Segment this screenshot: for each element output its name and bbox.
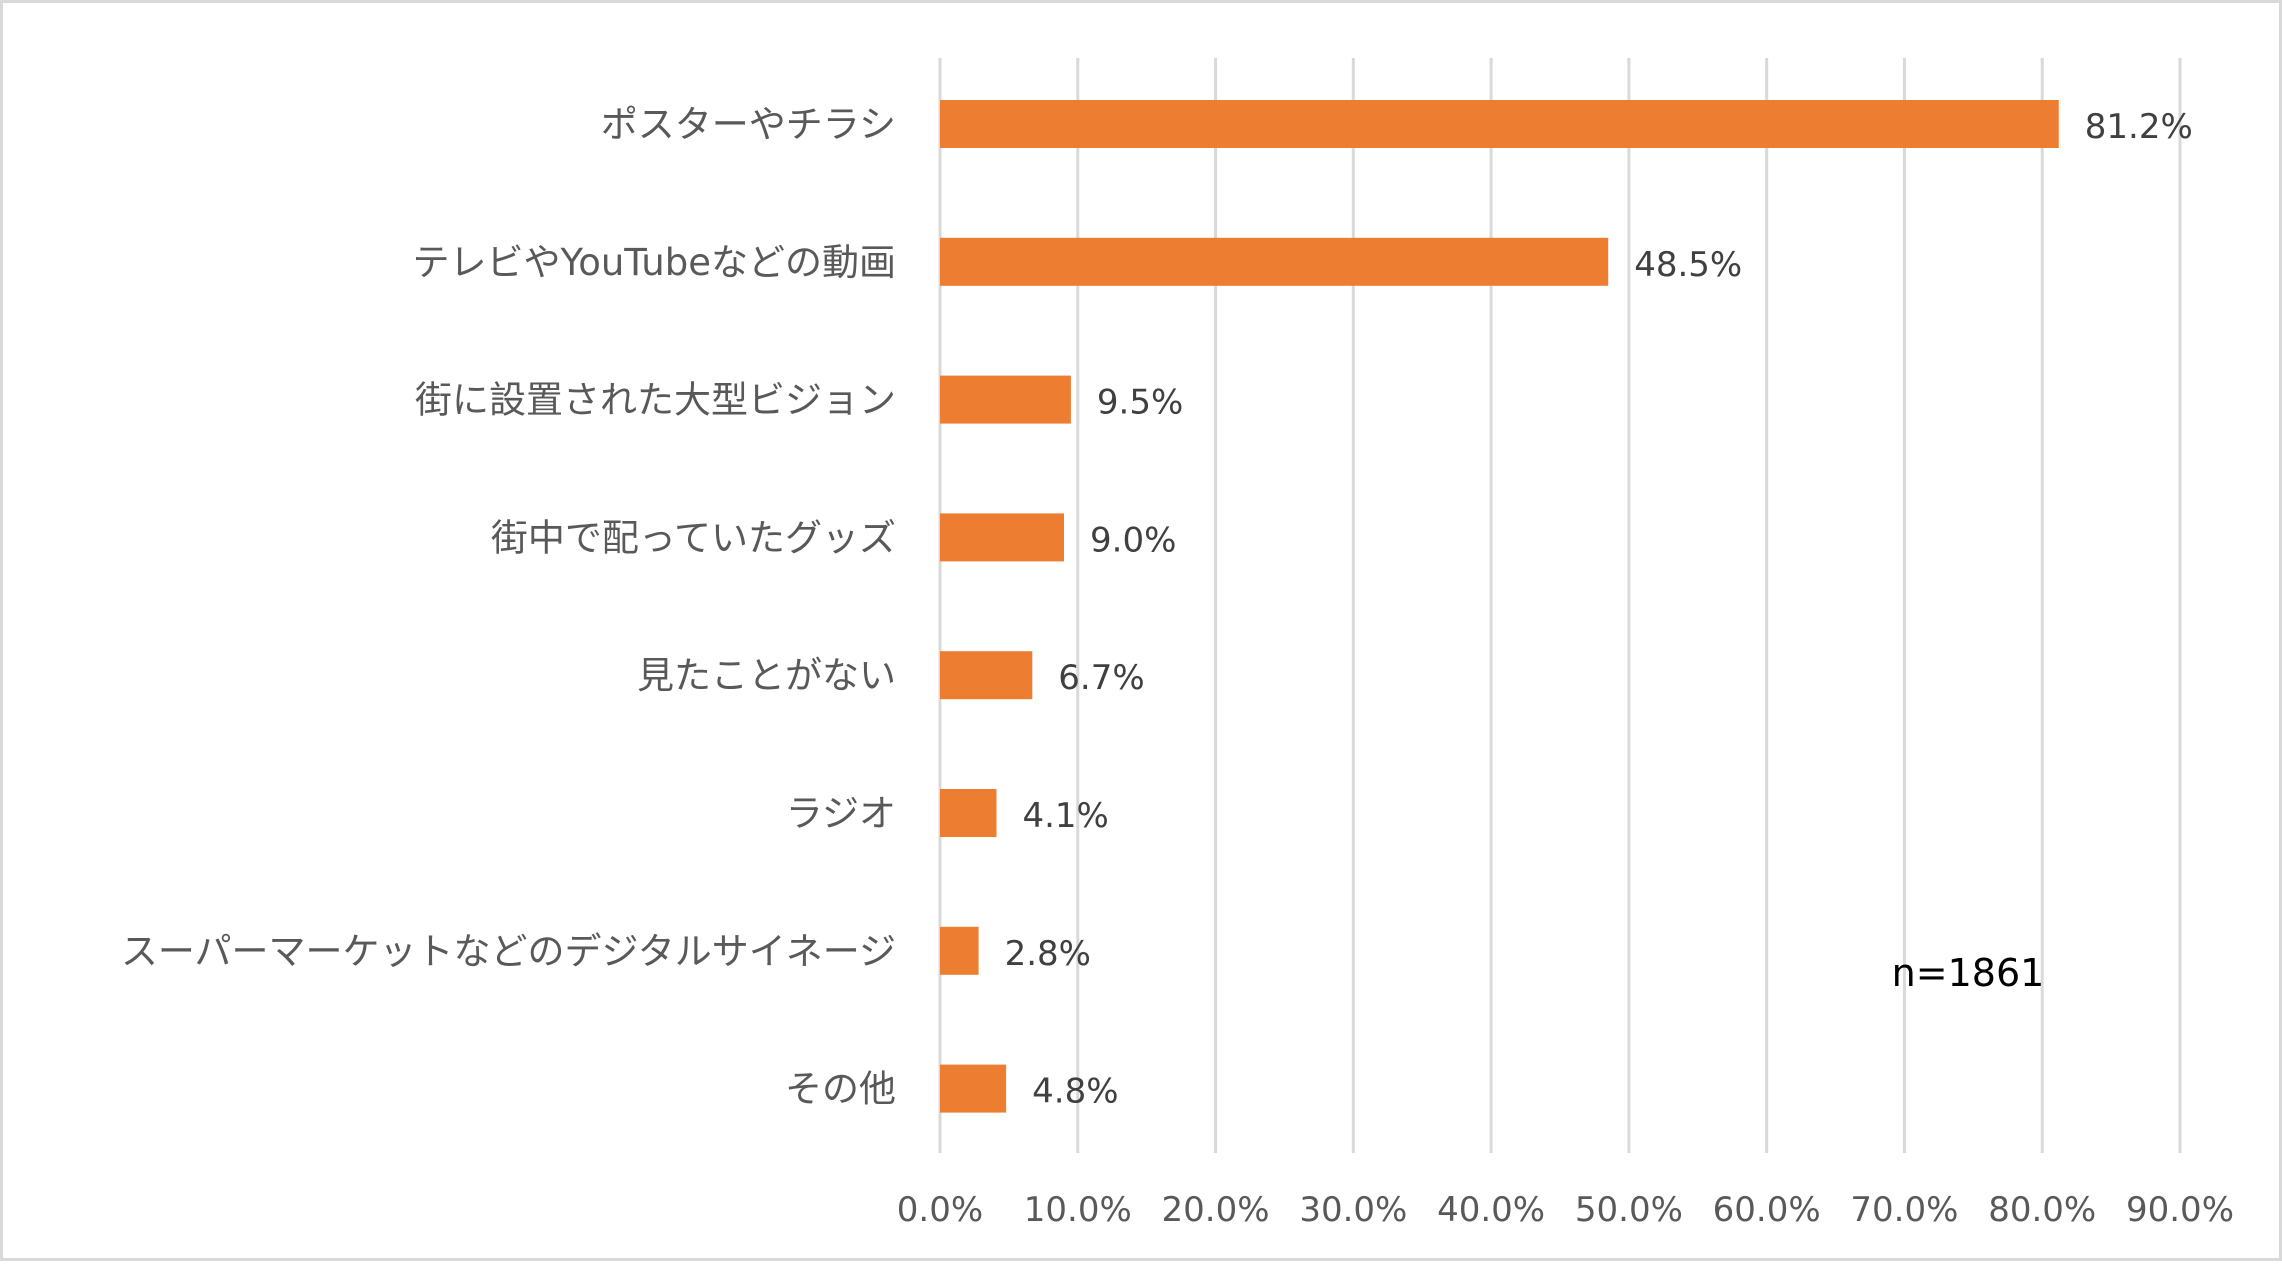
x-tick-label: 70.0%	[1850, 1190, 1958, 1230]
category-label: テレビやYouTubeなどの動画	[413, 241, 896, 284]
category-label: 街に設置された大型ビジョン	[415, 379, 896, 422]
x-tick-label: 80.0%	[1988, 1190, 2096, 1230]
data-label: 81.2%	[2085, 107, 2193, 147]
category-label: 見たことがない	[637, 654, 896, 697]
x-tick-label: 10.0%	[1024, 1190, 1132, 1230]
bar	[940, 100, 2059, 148]
x-tick-label: 30.0%	[1299, 1190, 1407, 1230]
bars	[940, 100, 2059, 1113]
x-tick-label: 20.0%	[1162, 1190, 1270, 1230]
x-tick-label: 60.0%	[1713, 1190, 1821, 1230]
bar	[940, 789, 997, 837]
data-labels: 81.2% 48.5% 9.5% 9.0% 6.7% 4.1% 2.8% 4.8%	[1005, 107, 2193, 1112]
category-label: ポスターやチラシ	[601, 103, 896, 146]
category-label: スーパーマーケットなどのデジタルサイネージ	[121, 930, 896, 973]
x-tick-label: 50.0%	[1575, 1190, 1683, 1230]
x-tick-label: 90.0%	[2126, 1190, 2234, 1230]
data-label: 9.5%	[1097, 383, 1183, 423]
bar	[940, 513, 1064, 562]
bar	[940, 1064, 1007, 1113]
category-label: ラジオ	[786, 792, 896, 835]
data-label: 9.0%	[1090, 520, 1176, 560]
data-label: 6.7%	[1058, 658, 1144, 698]
category-labels: ポスターやチラシテレビやYouTubeなどの動画街に設置された大型ビジョン街中で…	[121, 103, 896, 1111]
bar	[940, 926, 979, 975]
x-tick-label: 0.0%	[897, 1190, 983, 1230]
bar-chart: ポスターやチラシテレビやYouTubeなどの動画街に設置された大型ビジョン街中で…	[121, 58, 2234, 1230]
data-label: 4.8%	[1032, 1072, 1118, 1112]
category-label: その他	[785, 1068, 896, 1111]
sample-size-note: n=1861	[1892, 951, 2045, 995]
category-label: 街中で配っていたグッズ	[491, 516, 896, 559]
bar	[940, 651, 1033, 700]
bar	[940, 375, 1071, 424]
bar	[940, 237, 1609, 286]
data-label: 48.5%	[1634, 245, 1742, 285]
x-axis-ticks: 0.0% 10.0% 20.0% 30.0% 40.0% 50.0% 60.0% 70.0% 8…	[897, 1190, 2234, 1230]
data-label: 4.1%	[1022, 796, 1108, 836]
x-tick-label: 40.0%	[1437, 1190, 1545, 1230]
data-label: 2.8%	[1005, 934, 1091, 974]
